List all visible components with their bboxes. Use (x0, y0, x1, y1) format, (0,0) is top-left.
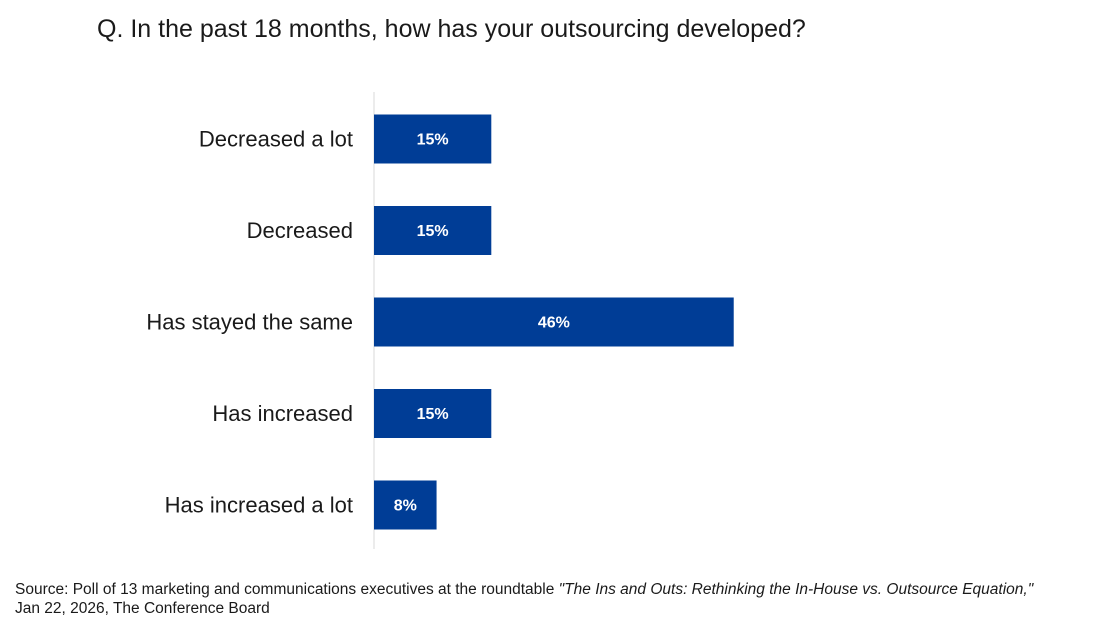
category-label: Decreased (247, 218, 353, 243)
source-line-2: Jan 22, 2026, The Conference Board (15, 600, 270, 617)
bar (374, 114, 492, 164)
bar-value-label: 8% (394, 498, 417, 515)
chart-title: Q. In the past 18 months, how has your o… (97, 15, 806, 43)
bar (374, 480, 437, 530)
bars-group: Decreased a lot 15% Decreased 15% Has stayed… (146, 114, 734, 530)
bar-value-label: 15% (417, 406, 449, 423)
source-prefix: Source: Poll of 13 marketing and communi… (15, 581, 559, 598)
category-label: Decreased a lot (199, 127, 353, 152)
bar-value-label: 15% (417, 223, 449, 240)
source-note: Source: Poll of 13 marketing and communi… (15, 580, 1033, 618)
bar (374, 389, 492, 438)
bar (374, 206, 492, 255)
source-event-title: "The Ins and Outs: Rethinking the In-Hou… (558, 581, 1034, 598)
bar-value-label: 46% (538, 315, 570, 332)
category-label: Has increased (212, 401, 353, 426)
category-label: Has increased a lot (165, 493, 353, 518)
category-label: Has stayed the same (146, 310, 353, 335)
source-line-1: Source: Poll of 13 marketing and communi… (15, 580, 1033, 599)
bar-value-label: 15% (417, 132, 449, 149)
bar (374, 297, 734, 347)
